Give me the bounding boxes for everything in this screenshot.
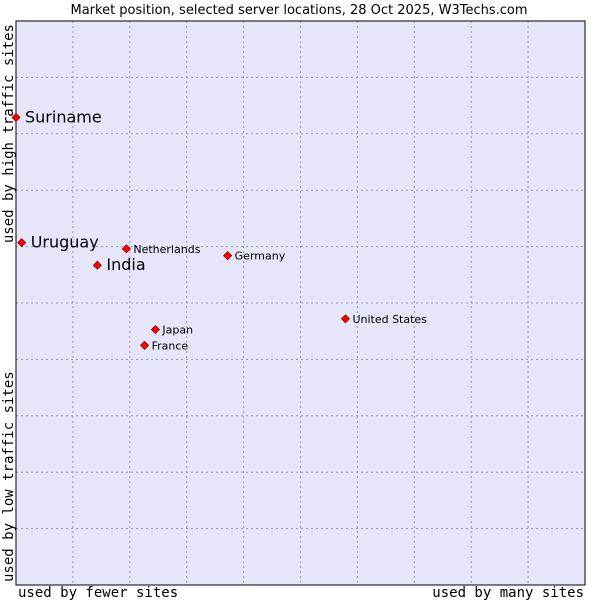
point-label-netherlands: Netherlands [133,243,200,256]
plot-border [15,20,586,586]
point-marker-suriname [11,112,21,123]
point-label-uruguay: Uruguay [31,233,99,252]
point-marker-france [140,340,150,350]
grid-lines [16,21,585,585]
x-axis-label-left: used by fewer sites [18,585,178,600]
point-label-india: India [106,255,145,274]
point-label-suriname: Suriname [25,107,102,126]
x-axis-label-right: used by many sites [432,585,584,600]
point-marker-united-states [340,314,351,324]
chart-title: Market position, selected server locatio… [70,3,527,18]
point-marker-uruguay [17,238,27,248]
point-marker-germany [223,251,233,261]
y-axis-label-bottom: used by low traffic sites [1,371,17,582]
point-marker-india [92,260,102,270]
point-label-germany: Germany [235,250,286,263]
point-marker-netherlands [121,244,131,254]
point-label-japan: Japan [161,324,193,337]
point-label-france: France [152,339,189,352]
point-label-united-states: United States [352,313,427,326]
y-axis-label-top: used by high traffic sites [1,24,17,243]
point-marker-japan [150,324,160,335]
